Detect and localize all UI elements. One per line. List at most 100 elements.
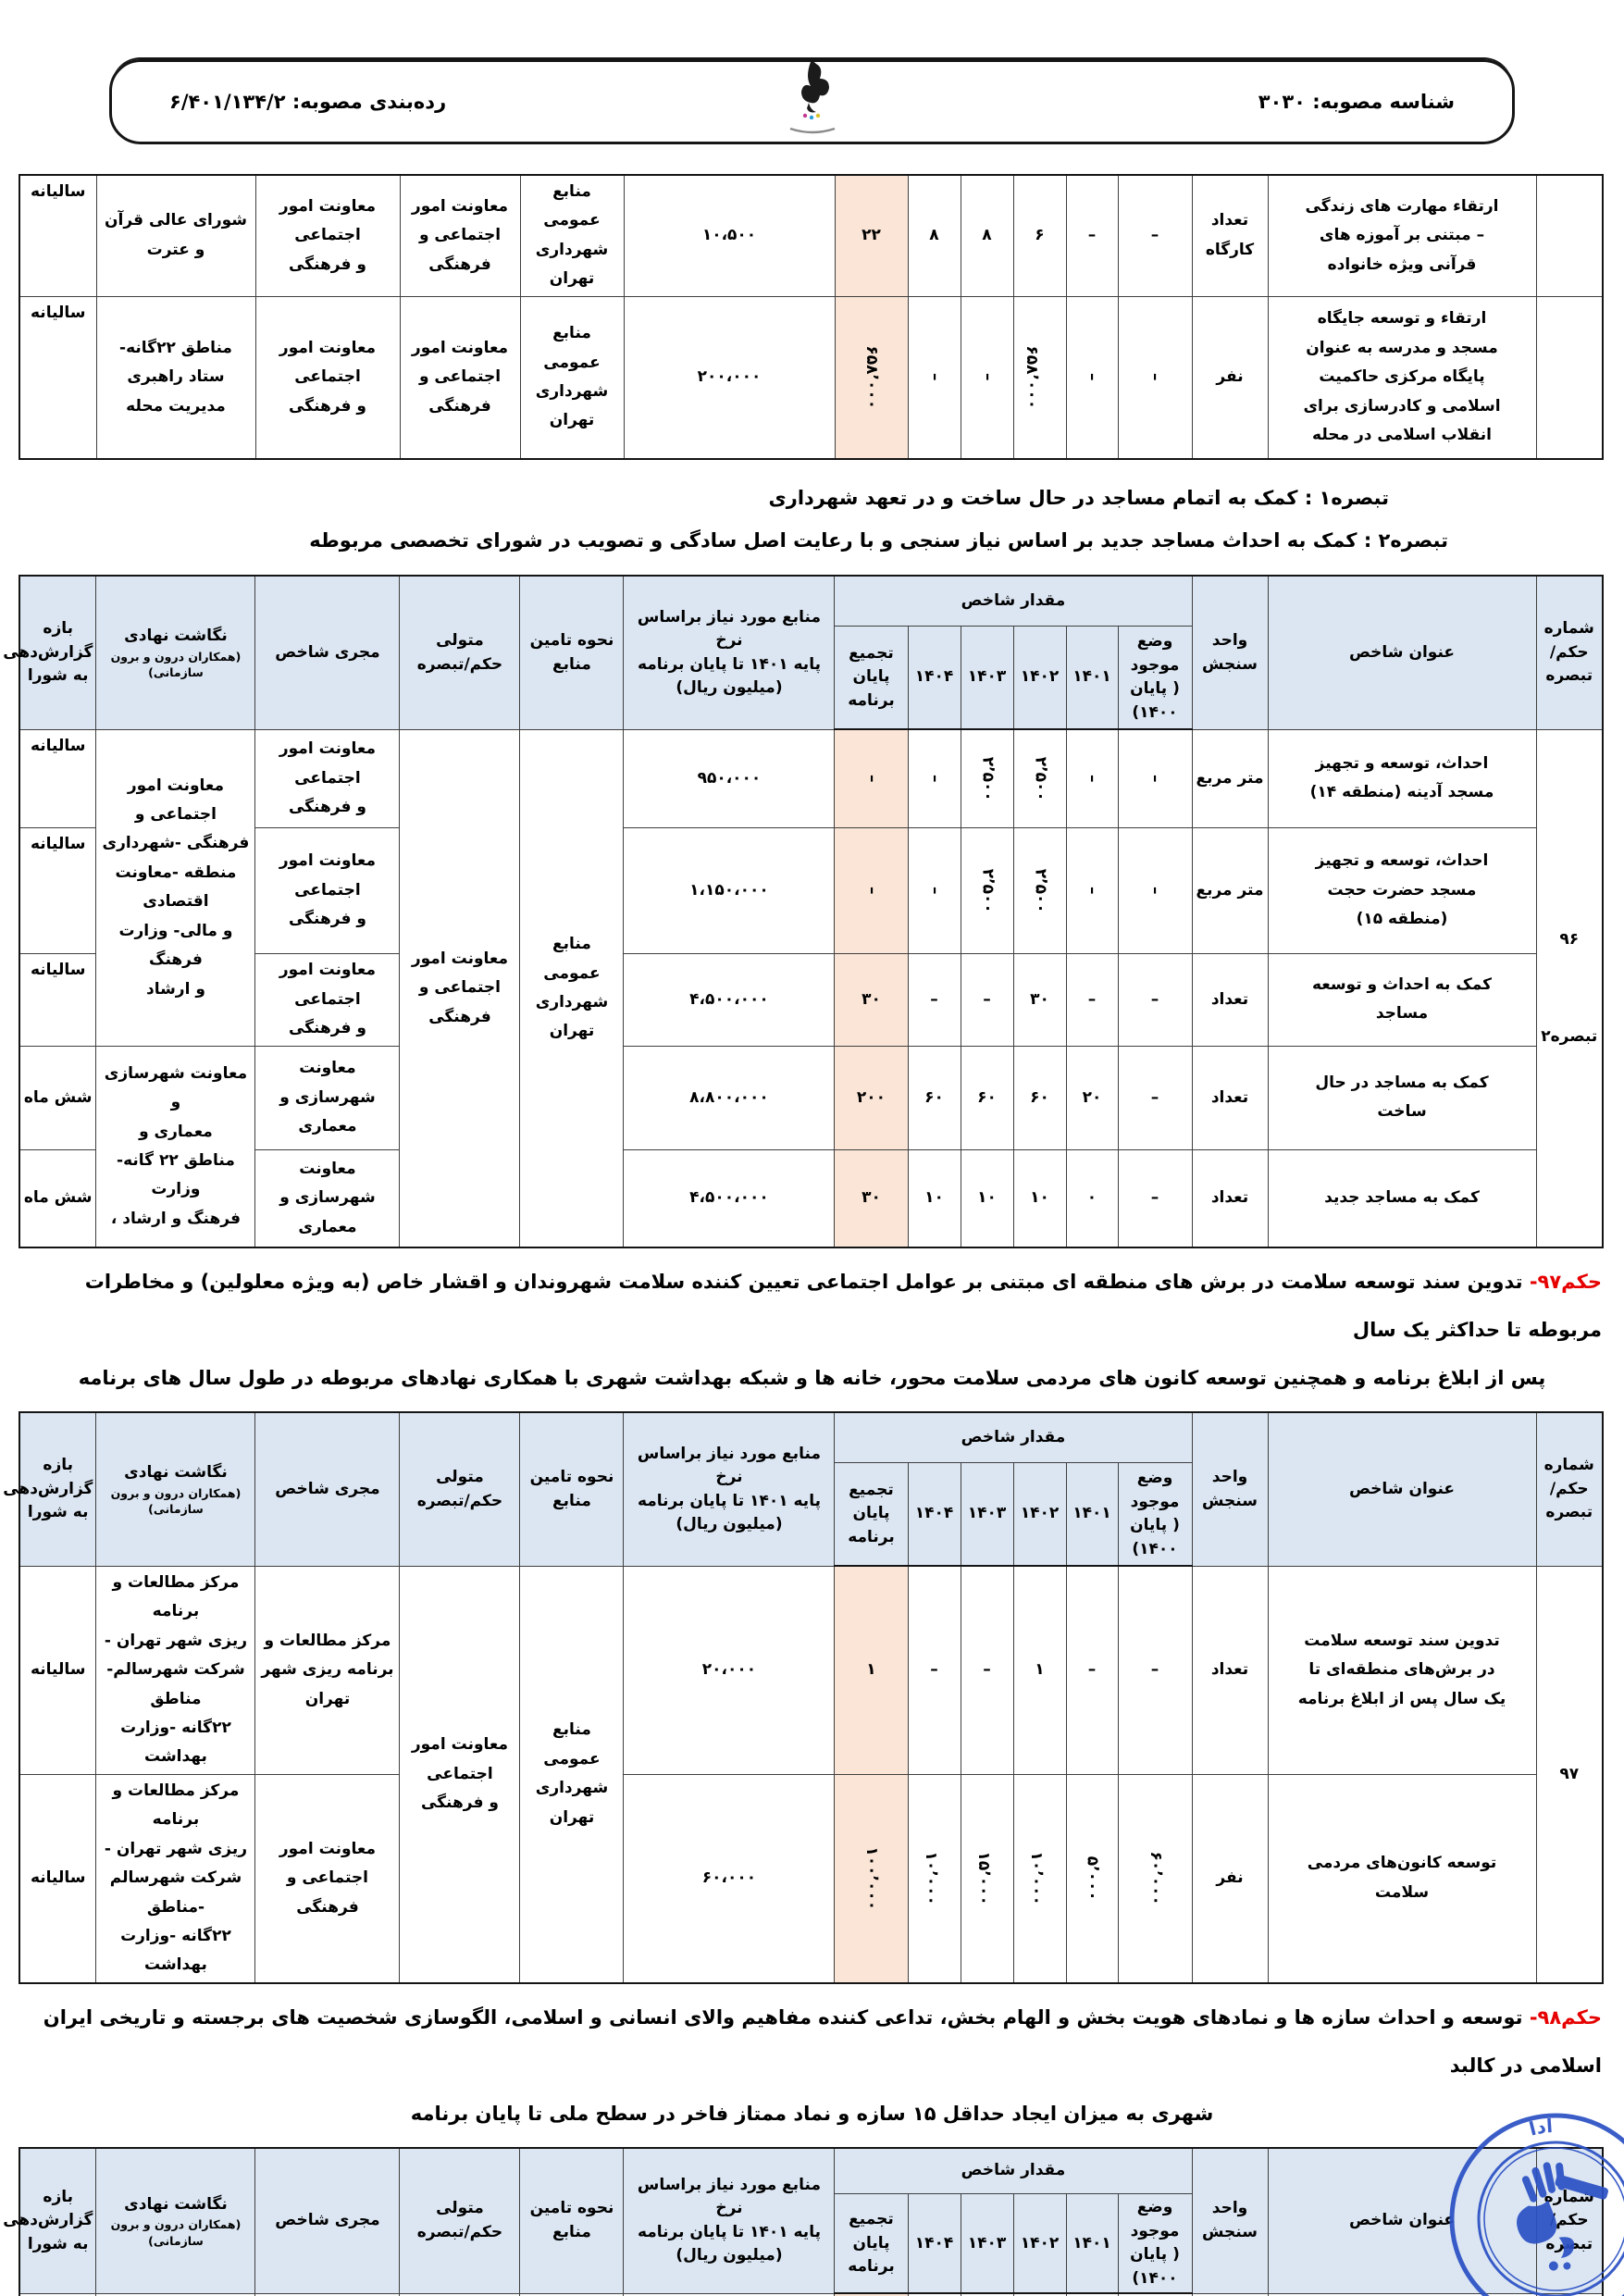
- cell-indicator: ارتقاء مهارت های زندگی – مبتنی بر آموزه …: [1267, 174, 1537, 297]
- hokm-number: ۹۶: [1559, 929, 1580, 949]
- rotated-value: –: [1146, 373, 1165, 382]
- council-stamp: اداره مصوبات شورای اسلامی شهر تهران: [1404, 2089, 1624, 2296]
- col-number: شماره حکم/ تبصره: [1535, 1411, 1604, 1567]
- rotated-value: ۵٬۰۰۰: [1083, 1855, 1102, 1901]
- cell-mapping: معاونت شهرسازی و معماری و مناطق ۲۲ گانه-…: [95, 1045, 256, 1248]
- rotated-value: ۲٬۵۰۰: [1031, 868, 1050, 913]
- col-range: بازه گزارش‌دهی به شورا: [3, 575, 97, 730]
- cell-indicator: کمک به احداث و توسعه مساجد: [1267, 952, 1537, 1047]
- col-1403: ۱۴۰۳: [960, 2193, 1014, 2295]
- hokm-97-text: تدوین سند توسعه سلامت در برش های منطقه ا…: [84, 1271, 1602, 1342]
- col-mapping-title: نگاشت نهادی: [124, 627, 228, 646]
- cell-funding: منابع عمومی شهرداری تهران: [519, 2292, 625, 2296]
- cell-unit: نفر: [1191, 295, 1269, 460]
- cell-executor: معاونت خدمات شهری و محیط زیست: [254, 2292, 401, 2296]
- cell-unit: تعداد کارگاه: [1191, 174, 1269, 297]
- cell-indicator: کمک به مساجد جدید: [1267, 1148, 1537, 1248]
- col-baseline: وضع موجود ( پایان ۱۴۰۰): [1117, 1461, 1193, 1568]
- table-header-row: شماره حکم/ تبصره عنوان شاخص واحد سنجش مق…: [3, 2147, 1604, 2294]
- cell-baseline: –: [1117, 1045, 1193, 1150]
- cell-range: ساليانه: [19, 174, 97, 297]
- cell-baseline: –: [1117, 174, 1193, 297]
- rotated-value: ۱۵٬۰۰۰: [974, 1851, 994, 1906]
- col-steward: متولی حکم/تبصره: [399, 1411, 521, 1567]
- col-amount-group: مقدار شاخص: [834, 2147, 1193, 2195]
- col-steward: متولی حکم/تبصره: [399, 2147, 521, 2294]
- col-baseline: وضع موجود ( پایان ۱۴۰۰): [1117, 2193, 1193, 2295]
- cell-cumulative: ۲۲: [834, 174, 909, 297]
- cell-1401: ۲۰: [1065, 1045, 1119, 1150]
- cell-cumulative: ۶۵۸٬۰۰۰: [834, 295, 909, 460]
- rotated-value: –: [1083, 774, 1102, 784]
- cell-unit: تعداد: [1191, 1565, 1269, 1775]
- cell-cumulative: ۱۰۰٬۰۰۰: [834, 1773, 909, 1984]
- rotated-value: ۲٬۵۰۰: [1031, 756, 1050, 801]
- col-executor: مجری شاخص: [254, 2147, 401, 2294]
- col-mapping-sub: (همکاران درون و برون سازمانی): [110, 1485, 242, 1517]
- rotated-value: ۲٬۵۰۰: [978, 756, 998, 801]
- cell-1404: ۱۰٬۰۰۰: [907, 1773, 961, 1984]
- cell-range: شش ماه: [19, 1148, 97, 1248]
- col-mapping: نگاشت نهادی (همکاران درون و برون سازمانی): [95, 2147, 256, 2294]
- cell-1403: ۱۵٬۰۰۰: [960, 1773, 1014, 1984]
- document-classification: رده‌بندی مصوبه: ۶/۴۰۱/۱۳۴/۲: [169, 91, 447, 113]
- rotated-value: ۱۰٬۰۰۰: [1027, 1851, 1047, 1906]
- cell-1402: ۲٬۵۰۰: [1012, 728, 1067, 828]
- cell-funding: منابع عمومی شهرداری تهران: [519, 174, 625, 297]
- document-id: شناسه مصوبه: ۳۰۳۰: [1258, 91, 1455, 113]
- cell-indicator: ارتقاء و توسعه جايگاه مسجد و مدرسه به عن…: [1267, 295, 1537, 460]
- cell-resources: ۶۰،۰۰۰: [623, 1773, 836, 1984]
- col-cumulative: تجمیع پایان برنامه: [834, 2193, 909, 2295]
- col-funding: نحوه تامین منابع: [519, 575, 625, 730]
- table-header-row: وضع موجود ( پایان ۱۴۰۰) ۱۴۰۱ ۱۴۰۲ ۱۴۰۳ ۱…: [19, 2193, 1603, 2295]
- cell-cumulative: ۳۰: [834, 1148, 909, 1248]
- hokm-98-text: توسعه و احداث سازه ها و نمادهای هویت بخش…: [43, 2005, 1602, 2077]
- cell-cumulative: ۱: [834, 1565, 909, 1775]
- cell-resources: ۸،۸۰۰،۰۰۰: [623, 1045, 836, 1150]
- col-cumulative: تجمیع پایان برنامه: [834, 625, 909, 731]
- cell-executor: معاونت شهرسازی و معماری: [254, 1045, 401, 1150]
- cell-resources: ۲۰۰،۰۰۰: [623, 295, 836, 460]
- cell-1401: –: [1065, 1565, 1119, 1775]
- cell-steward: معاونت امور اجتماعی و فرهنگی: [399, 295, 521, 460]
- table-continued: ارتقاء مهارت های زندگی – مبتنی بر آموزه …: [19, 174, 1604, 461]
- cell-unit: تعداد: [1191, 1148, 1269, 1248]
- rotated-value: –: [1083, 373, 1102, 382]
- cell-resources: ۹۵۰،۰۰۰: [623, 728, 836, 828]
- cell-number: ۹۶ تبصره۲: [1535, 728, 1604, 1248]
- cell-range: ساليانه: [19, 826, 97, 954]
- rotated-value: ۶۰٬۰۰۰: [1146, 1851, 1165, 1906]
- table-96: شماره حکم/ تبصره عنوان شاخص واحد سنجش مق…: [3, 575, 1604, 1249]
- cell-1404: –: [907, 295, 961, 460]
- cell-range: شش ماه: [19, 1045, 97, 1150]
- cell-range: ساليانه: [19, 728, 97, 828]
- col-1403: ۱۴۰۳: [960, 625, 1014, 731]
- cell-indicator: احداث، توسعه و تجهیز مسجد آدینه (منطقه ۱…: [1267, 728, 1537, 828]
- cell-executor: مرکز مطالعات و برنامه ریزی شهر تهران: [254, 1565, 401, 1775]
- col-amount-group: مقدار شاخص: [834, 575, 1193, 627]
- cell-executor: معاونت امور اجتماعی و فرهنگی: [254, 174, 401, 297]
- table-header-row: شماره حکم/ تبصره عنوان شاخص واحد سنجش مق…: [3, 575, 1604, 730]
- table-header-row: وضع موجود ( پایان ۱۴۰۰) ۱۴۰۱ ۱۴۰۲ ۱۴۰۳ ۱…: [19, 1461, 1603, 1568]
- rotated-value: ۶۵۸٬۰۰۰: [862, 345, 882, 410]
- cell-1404: –: [907, 728, 961, 828]
- cell-1403: ۱: [960, 2292, 1014, 2296]
- cell-baseline: –: [1117, 1148, 1193, 1248]
- cell-1401: ۰: [1065, 1148, 1119, 1248]
- cell-1401: –: [1065, 295, 1119, 460]
- cell-indicator: کمک به مساجد در حال ساخت: [1267, 1045, 1537, 1150]
- table-row: ۹۷ تدوین سند توسعه سلامت در برش‌های منطق…: [19, 1565, 1604, 1984]
- hokm-97-label: حکم۹۷-: [1529, 1271, 1602, 1294]
- cell-funding: منابع عمومی شهرداری تهران: [519, 1565, 625, 1984]
- table-row: ۹۶ تبصره۲ احداث، توسعه و تجهیز مسجد آدین…: [19, 728, 1604, 1248]
- col-indicator: عنوان شاخص: [1267, 575, 1537, 730]
- hokm-98-label: حکم۹۸-: [1529, 2005, 1602, 2029]
- rotated-value: ۱۰۰٬۰۰۰: [862, 1846, 882, 1911]
- cell-unit: نفر: [1191, 1773, 1269, 1984]
- cell-1401: –: [1065, 728, 1119, 828]
- col-mapping-title: نگاشت نهادی: [124, 1463, 228, 1483]
- cell-1402: ۲: [1012, 2292, 1067, 2296]
- col-resources: منابع مورد نیاز براساس نرخ پایه ۱۴۰۱ تا …: [623, 1411, 836, 1567]
- cell-1401: –: [1065, 952, 1119, 1047]
